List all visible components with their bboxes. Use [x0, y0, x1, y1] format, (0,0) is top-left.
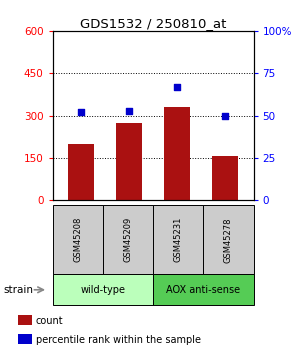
Point	[127, 108, 131, 113]
Text: GSM45208: GSM45208	[73, 217, 82, 263]
Point	[79, 109, 84, 115]
Text: GSM45231: GSM45231	[174, 217, 183, 263]
Bar	[116, 122, 142, 200]
Text: GSM45209: GSM45209	[123, 217, 132, 263]
Bar	[212, 156, 238, 200]
Text: GSM45278: GSM45278	[224, 217, 233, 263]
Point	[175, 84, 179, 90]
Text: wild-type: wild-type	[80, 285, 125, 295]
Bar	[164, 107, 190, 200]
Text: percentile rank within the sample: percentile rank within the sample	[36, 335, 201, 345]
Text: strain: strain	[3, 285, 33, 295]
Title: GDS1532 / 250810_at: GDS1532 / 250810_at	[80, 17, 226, 30]
Text: count: count	[36, 316, 64, 326]
Bar	[68, 144, 94, 200]
Point	[222, 113, 227, 118]
Text: AOX anti-sense: AOX anti-sense	[166, 285, 240, 295]
